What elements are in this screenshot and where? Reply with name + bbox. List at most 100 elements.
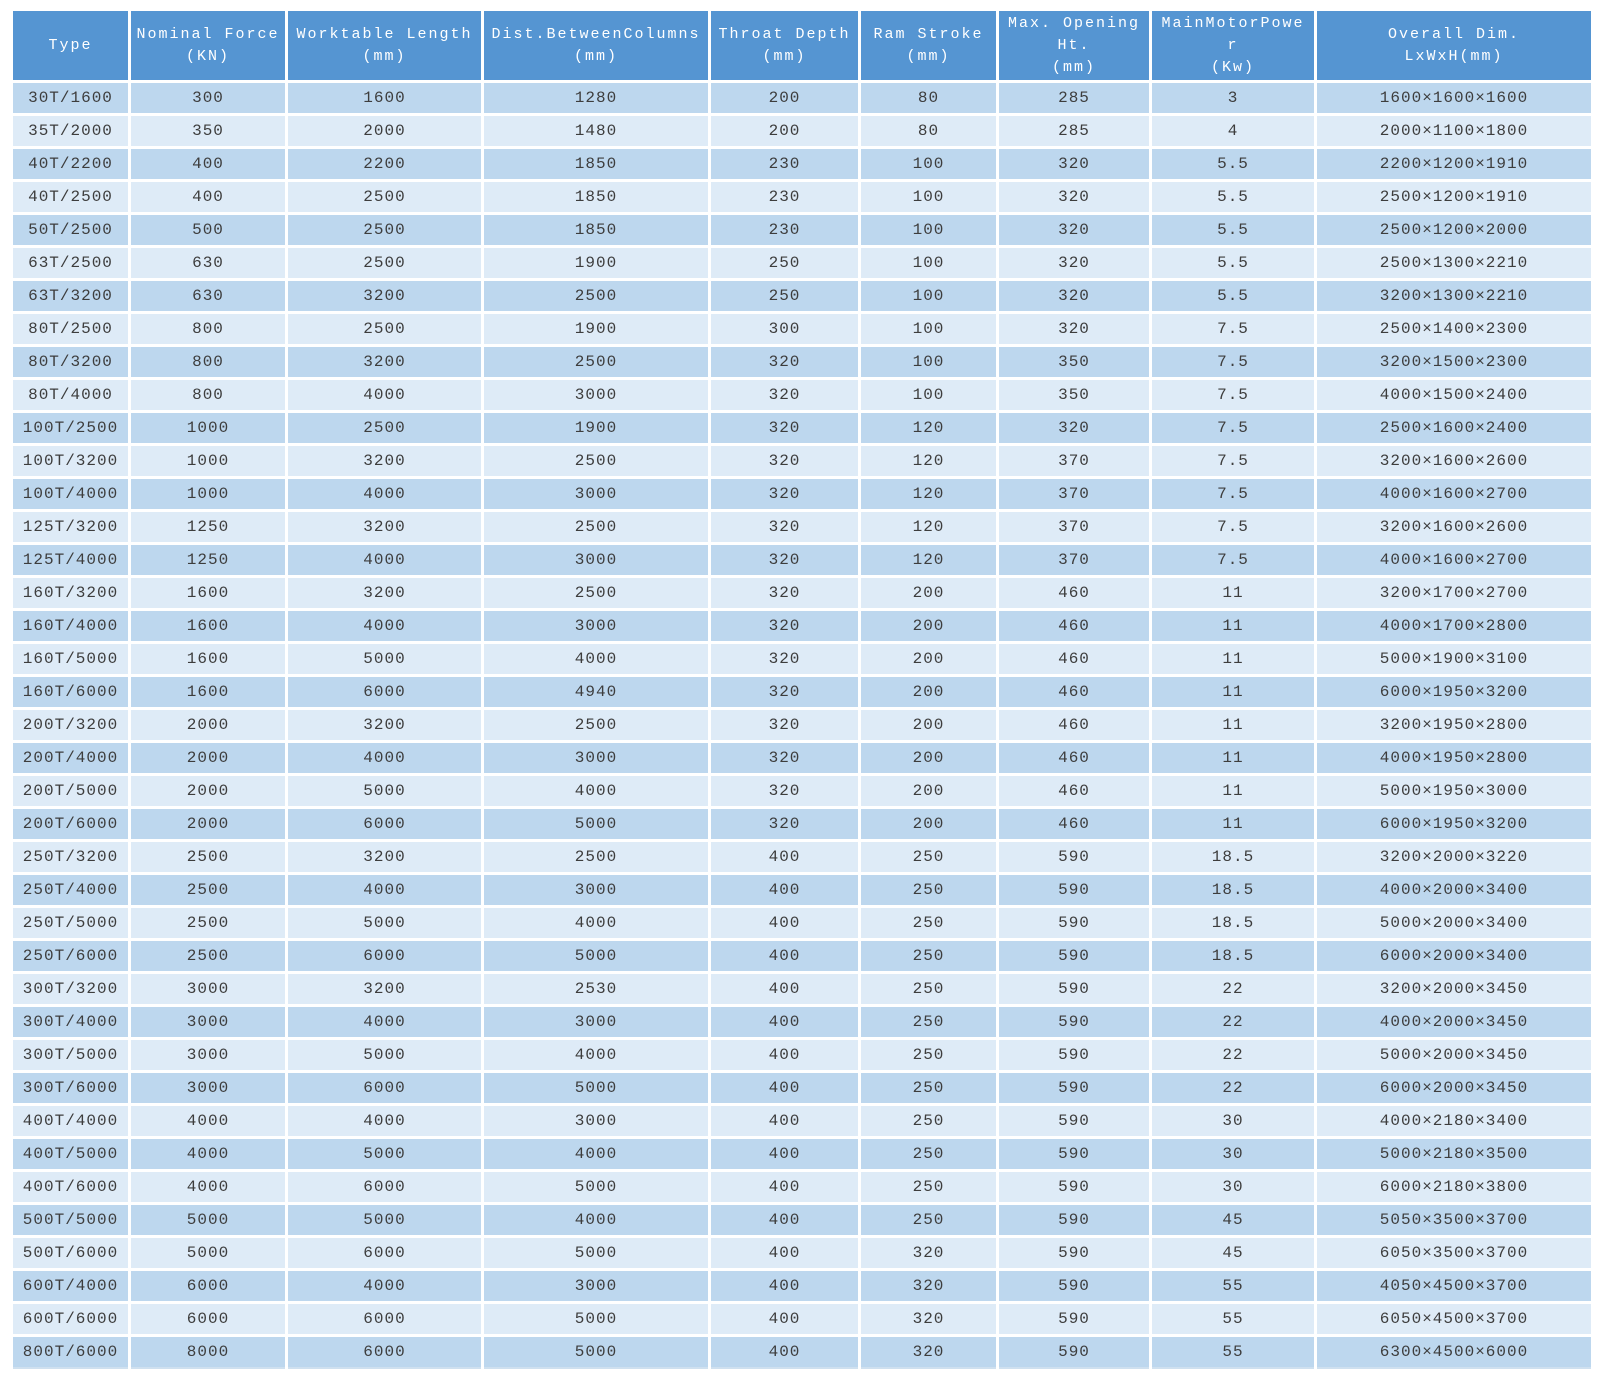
table-cell: 4000 [285, 1004, 484, 1041]
table-cell: 5000 [481, 806, 711, 843]
table-cell: 2200 [285, 146, 484, 183]
column-header-7: MainMotorPowe r (Kw) [1149, 7, 1317, 84]
table-cell: 3200×1600×2600 [1314, 509, 1594, 546]
table-cell: 3200×1950×2800 [1314, 707, 1594, 744]
table-cell: 5000×2000×3450 [1314, 1037, 1594, 1074]
table-cell: 4000×1600×2700 [1314, 542, 1594, 579]
table-row: 250T/4000 2500 4000 3000 400 250 590 18.5 4000×2… [10, 872, 1594, 909]
table-cell: 590 [996, 1301, 1152, 1338]
table-cell: 2500 [481, 509, 711, 546]
table-cell: 4 [1149, 113, 1317, 150]
table-cell: 100 [858, 179, 999, 216]
table-cell: 230 [708, 146, 861, 183]
table-cell: 250 [858, 1169, 999, 1206]
table-cell: 370 [996, 542, 1152, 579]
table-cell: 320 [708, 509, 861, 546]
table-cell: 80 [858, 113, 999, 150]
table-cell: 4000×2000×3450 [1314, 1004, 1594, 1041]
table-cell: 2500 [481, 278, 711, 315]
table-cell: 250 [708, 245, 861, 282]
table-cell: 800 [128, 377, 288, 414]
table-cell: 320 [996, 146, 1152, 183]
table-cell: 500 [128, 212, 288, 249]
table-cell: 200 [858, 608, 999, 645]
table-cell: 5000 [285, 773, 484, 810]
table-cell: 2500 [285, 410, 484, 447]
table-cell: 6000 [128, 1301, 288, 1338]
column-header-5: Ram Stroke (mm) [858, 7, 999, 84]
table-row: 160T/6000 1600 6000 4940 320 200 460 11 6000×195… [10, 674, 1594, 711]
table-cell: 6000×1950×3200 [1314, 674, 1594, 711]
table-row: 300T/6000 3000 6000 5000 400 250 590 22 6000×200… [10, 1070, 1594, 1107]
table-cell: 2500 [128, 872, 288, 909]
table-cell: 1000 [128, 443, 288, 480]
table-cell: 3 [1149, 80, 1317, 117]
table-cell: 1000 [128, 476, 288, 513]
table-cell: 100 [858, 146, 999, 183]
table-cell: 4000 [481, 1202, 711, 1239]
table-cell: 5000×2000×3400 [1314, 905, 1594, 942]
table-cell: 250 [858, 1070, 999, 1107]
table-cell: 4000 [285, 608, 484, 645]
table-cell: 4000 [128, 1169, 288, 1206]
table-cell: 630 [128, 245, 288, 282]
table-row: 200T/5000 2000 5000 4000 320 200 460 11 5000×195… [10, 773, 1594, 810]
table-cell: 250T/5000 [10, 905, 131, 942]
table-cell: 300 [128, 80, 288, 117]
table-cell: 160T/6000 [10, 674, 131, 711]
table-cell: 590 [996, 1268, 1152, 1305]
table-cell: 11 [1149, 707, 1317, 744]
table-cell: 1850 [481, 212, 711, 249]
table-cell: 400T/6000 [10, 1169, 131, 1206]
table-cell: 80T/4000 [10, 377, 131, 414]
table-cell: 590 [996, 1004, 1152, 1041]
table-cell: 18.5 [1149, 905, 1317, 942]
table-cell: 80T/3200 [10, 344, 131, 381]
table-cell: 22 [1149, 1070, 1317, 1107]
table-cell: 5000 [128, 1235, 288, 1272]
table-cell: 2500 [481, 839, 711, 876]
table-cell: 4000 [285, 542, 484, 579]
table-row: 80T/2500 800 2500 1900 300 100 320 7.5 2500×1400… [10, 311, 1594, 348]
table-cell: 200T/3200 [10, 707, 131, 744]
table-cell: 5000 [285, 1136, 484, 1173]
table-cell: 5000 [481, 1301, 711, 1338]
table-cell: 370 [996, 443, 1152, 480]
column-header-3: Dist.BetweenColumns (mm) [481, 7, 711, 84]
table-cell: 400 [708, 1334, 861, 1370]
table-row: 160T/3200 1600 3200 2500 320 200 460 11 3200×170… [10, 575, 1594, 612]
table-cell: 400T/4000 [10, 1103, 131, 1140]
table-cell: 1600×1600×1600 [1314, 80, 1594, 117]
table-cell: 3000 [481, 740, 711, 777]
table-row: 400T/6000 4000 6000 5000 400 250 590 30 6000×218… [10, 1169, 1594, 1206]
table-cell: 125T/3200 [10, 509, 131, 546]
table-cell: 11 [1149, 641, 1317, 678]
table-cell: 320 [708, 575, 861, 612]
table-cell: 1250 [128, 509, 288, 546]
table-cell: 320 [708, 344, 861, 381]
table-cell: 7.5 [1149, 542, 1317, 579]
table-cell: 125T/4000 [10, 542, 131, 579]
table-cell: 22 [1149, 1037, 1317, 1074]
table-cell: 320 [996, 278, 1152, 315]
table-cell: 4940 [481, 674, 711, 711]
table-cell: 400 [708, 1103, 861, 1140]
table-row: 160T/4000 1600 4000 3000 320 200 460 11 4000×170… [10, 608, 1594, 645]
table-cell: 300 [708, 311, 861, 348]
table-row: 125T/3200 1250 3200 2500 320 120 370 7.5 3200×16… [10, 509, 1594, 546]
table-cell: 100T/2500 [10, 410, 131, 447]
table-cell: 400 [708, 1301, 861, 1338]
table-cell: 500T/5000 [10, 1202, 131, 1239]
table-cell: 18.5 [1149, 938, 1317, 975]
table-cell: 63T/2500 [10, 245, 131, 282]
table-cell: 400 [708, 905, 861, 942]
table-cell: 6000×2000×3450 [1314, 1070, 1594, 1107]
table-cell: 2500 [128, 938, 288, 975]
table-cell: 7.5 [1149, 509, 1317, 546]
table-cell: 590 [996, 905, 1152, 942]
table-cell: 30 [1149, 1103, 1317, 1140]
table-cell: 370 [996, 476, 1152, 513]
table-cell: 2500 [481, 443, 711, 480]
table-cell: 200 [858, 740, 999, 777]
table-cell: 800T/6000 [10, 1334, 131, 1370]
